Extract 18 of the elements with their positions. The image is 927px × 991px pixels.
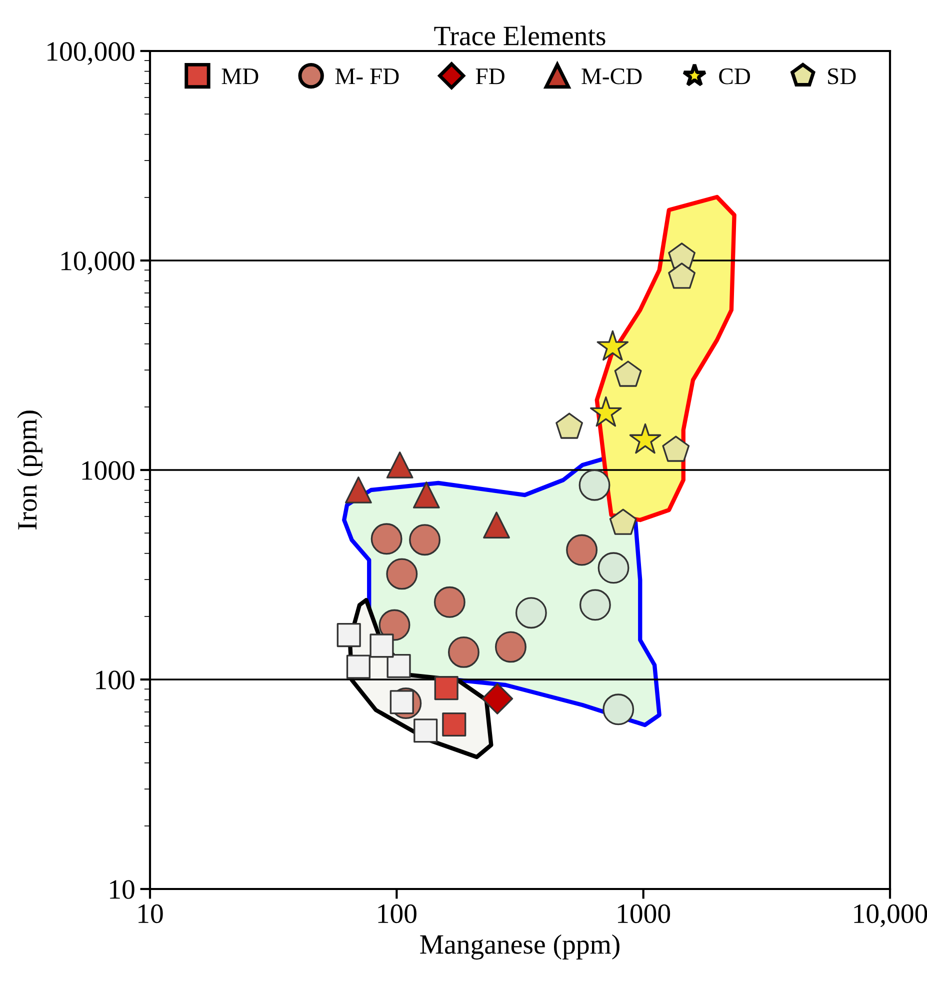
y-tick-label: 1000 [82,461,134,480]
y-tick-label: 10 [110,880,134,899]
y-tick-label: 100 [96,670,134,690]
y-axis-title: Iron (ppm) [17,410,42,530]
x-tick-label: 10,000 [854,904,927,928]
legend-label: MD [222,68,258,84]
x-tick-label: 100 [378,904,416,924]
x-tick-label: 10 [138,904,163,924]
x-axis-title: Manganese (ppm) [420,934,620,960]
legend-label: CD [719,68,750,84]
y-tick-label: 10,000 [61,252,134,274]
legend-label: M- FD [335,68,399,84]
legend-label: SD [828,68,856,84]
legend-label: FD [476,68,504,84]
chart-title: Trace Elements [434,26,606,46]
x-tick-label: 1000 [618,904,670,924]
legend-label: M-CD [582,68,642,84]
y-tick-label: 100,000 [48,42,134,65]
